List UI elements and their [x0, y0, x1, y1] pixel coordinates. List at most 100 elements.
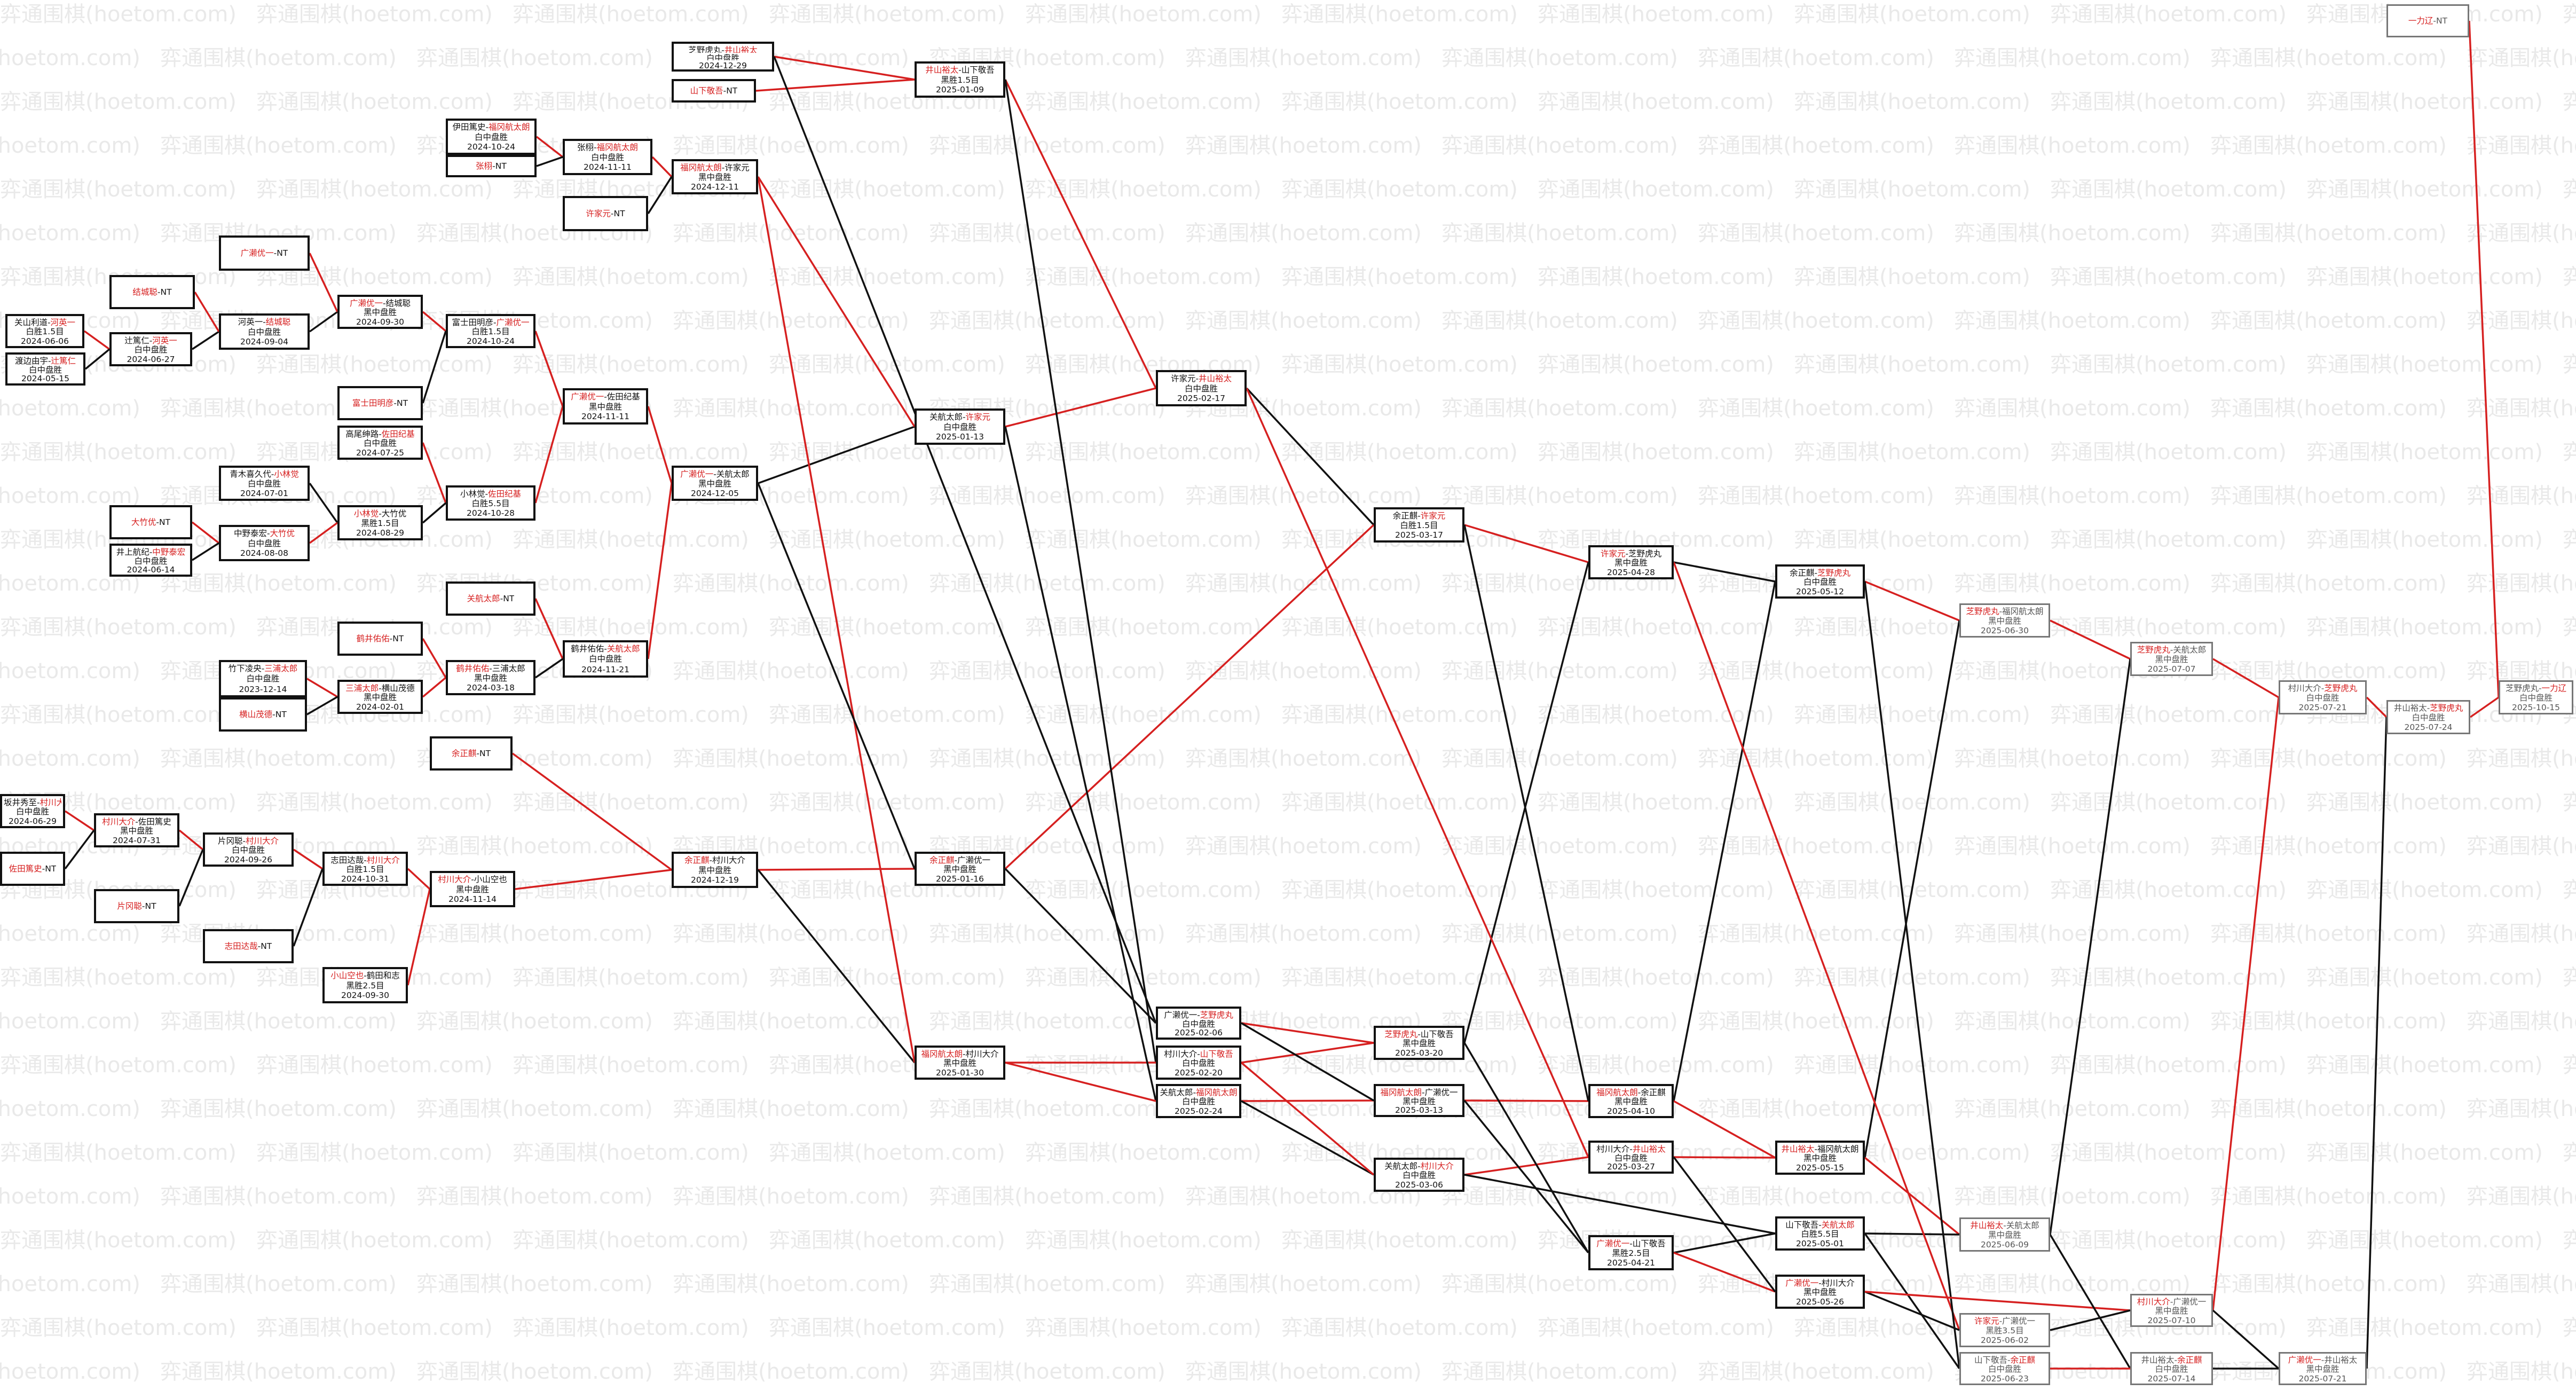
watermark-text: 弈通围棋(hoetom.com): [2050, 1141, 2287, 1165]
watermark-text: 弈通围棋(hoetom.com): [2050, 265, 2287, 289]
watermark-text: 弈通围棋(hoetom.com): [1794, 177, 2030, 202]
winner-path: [2468, 20, 2500, 698]
result-text: 白中盘胜: [1402, 1170, 1436, 1180]
players-line: 村川大介-小山空也: [438, 874, 507, 884]
watermark-text: 弈通围棋(hoetom.com): [1538, 1053, 1774, 1078]
result-text: 白中盘胜: [2155, 1364, 2188, 1373]
players-line: 小林觉-大竹优: [354, 508, 407, 518]
players-line: 井山裕太-芝野虎丸: [2394, 703, 2463, 712]
loser-path: [1004, 868, 1157, 1024]
player-name: 关航太郎-: [1384, 1161, 1421, 1170]
watermark-text: 弈通围棋(hoetom.com): [160, 1272, 397, 1296]
watermark-text: 弈通围棋(hoetom.com): [2306, 790, 2543, 815]
winner-name: 结城聪: [265, 317, 291, 327]
winner-path: [2366, 696, 2388, 718]
winner-name: 广濑优一: [240, 248, 274, 258]
watermark-text: 弈通围棋(hoetom.com): [2467, 484, 2576, 508]
watermark-text: 弈通围棋(hoetom.com): [1954, 309, 2191, 333]
player-name: 芝野虎丸: [688, 45, 722, 53]
winner-name: 鹤井佑佑: [456, 664, 490, 673]
result-text: 白中盘胜: [1988, 1364, 2021, 1373]
game-node: 井山裕太-余正麒 白中盘胜 2025-07-14: [2130, 1352, 2213, 1385]
watermark-text: 弈通围棋(hoetom.com): [2050, 2, 2287, 27]
winner-path: [422, 442, 447, 504]
result-text: 黑中盘胜: [2155, 1306, 2188, 1315]
winner-name: 余正麒: [451, 749, 477, 758]
players-line: 广濑优一-村川大介: [1785, 1278, 1855, 1287]
player-name: -余正麒: [1637, 1088, 1666, 1097]
watermark-text: 弈通围棋(hoetom.com): [2050, 352, 2287, 377]
game-node: 小林觉-佐田纪基 白胜5.5目 2024-10-28: [446, 485, 535, 521]
result-text: 黑中盘胜: [1988, 616, 2021, 625]
players-line: 片冈聪-村川大介: [218, 836, 279, 845]
winner-path: [422, 638, 447, 678]
watermark-text: 弈通围棋(hoetom.com): [2210, 1272, 2447, 1296]
watermark-text: 弈通围棋(hoetom.com): [0, 1184, 140, 1209]
watermark-text: 弈通围棋(hoetom.com): [1025, 265, 1262, 289]
watermark-text: 弈通围棋(hoetom.com): [1954, 922, 2191, 946]
watermark-text: 弈通围棋(hoetom.com): [769, 1316, 1005, 1340]
game-node: 张栩-NT: [446, 155, 537, 177]
winner-path: [1464, 524, 1589, 563]
winner-name: 村川大介: [40, 798, 61, 807]
players-line: 余正麒-许家元: [1393, 510, 1446, 520]
watermark-text: 弈通围棋(hoetom.com): [2210, 133, 2447, 158]
watermark-text: 弈通围棋(hoetom.com): [2306, 352, 2543, 377]
result-text: 黑中盘胜: [2155, 655, 2188, 664]
result-text: 黑中盘胜: [120, 826, 153, 835]
player-name: 伊田篤史-: [452, 122, 489, 132]
watermark-text: 弈通围棋(hoetom.com): [1185, 922, 1422, 946]
watermark-text: 弈通围棋(hoetom.com): [1698, 1097, 1934, 1121]
winner-name: 小山空也: [330, 971, 364, 980]
watermark-text: 弈通围棋(hoetom.com): [416, 1272, 653, 1296]
watermark-text: 弈通围棋(hoetom.com): [2563, 615, 2576, 640]
game-date: 2025-03-27: [1606, 1162, 1656, 1171]
game-node: 井山裕太-芝野虎丸 白中盘胜 2025-07-24: [2386, 700, 2470, 734]
winner-name: 井山裕太: [724, 45, 758, 53]
result-text: 黑中盘胜: [1803, 1287, 1837, 1296]
game-node: 广濑优一-芝野虎丸 白中盘胜 2025-02-06: [1156, 1007, 1241, 1040]
player-name: 关航太郎-: [1160, 1088, 1196, 1097]
watermark-text: 弈通围棋(hoetom.com): [1025, 703, 1262, 727]
watermark-text: 弈通围棋(hoetom.com): [0, 484, 140, 508]
watermark-text: 弈通围棋(hoetom.com): [1698, 396, 1934, 421]
watermark-text: 弈通围棋(hoetom.com): [1281, 2, 1518, 27]
players-line: 村川大介-井山裕太: [1596, 1144, 1666, 1153]
watermark-text: 弈通围棋(hoetom.com): [673, 1359, 909, 1384]
game-node: 福冈航太朗-余正麒 黑中盘胜 2025-04-10: [1588, 1084, 1674, 1118]
winner-path: [2050, 619, 2131, 660]
loser-path: [1864, 1232, 1960, 1370]
winner-path: [1246, 388, 1589, 1158]
game-date: 2024-11-21: [581, 664, 630, 674]
loser-path: [536, 156, 563, 167]
player-name: -: [721, 45, 724, 53]
players-line: 富士田明彦-广濑优一: [452, 317, 529, 326]
winner-name: 井山裕太: [1632, 1144, 1666, 1153]
watermark-text: 弈通围棋(hoetom.com): [1954, 834, 2191, 859]
result-text: 白中盘胜: [2306, 693, 2339, 702]
watermark-text: 弈通围棋(hoetom.com): [256, 790, 493, 815]
players-line: 山下敬吾-关航太郎: [1785, 1220, 1855, 1229]
game-node: 井山裕太-山下敬吾 黑胜1.5目 2025-01-09: [915, 61, 1005, 98]
winner-name: 张栩: [476, 161, 493, 171]
watermark-text: 弈通围棋(hoetom.com): [1281, 352, 1518, 377]
winner-path: [755, 78, 915, 92]
loser-path: [178, 849, 204, 907]
result-text: 黑中盘胜: [1803, 1153, 1837, 1162]
loser-path: [306, 696, 338, 716]
players-line: 广濑优一-山下敬吾: [1596, 1238, 1666, 1248]
player-name: -井山裕太: [2321, 1355, 2358, 1364]
player-name: 鹤井佑佑-: [571, 644, 607, 654]
winner-path: [1004, 79, 1157, 389]
winner-name: 山下敬吾: [1200, 1049, 1233, 1058]
winner-name: 余正麒: [2177, 1355, 2202, 1364]
watermark-text: 弈通围棋(hoetom.com): [1794, 440, 2030, 465]
loser-path: [309, 482, 338, 524]
watermark-text: 弈通围棋(hoetom.com): [1698, 484, 1934, 508]
watermark-text: 弈通围棋(hoetom.com): [416, 834, 653, 859]
players-line: 余正麒-广濑优一: [929, 855, 990, 864]
players-line: 一力辽-NT: [2408, 15, 2447, 26]
game-date: 2024-12-19: [690, 875, 739, 885]
watermark-text: 弈通围棋(hoetom.com): [929, 571, 1165, 596]
game-node: 竹下凌央-三浦太郎 白中盘胜 2023-12-14: [219, 660, 307, 697]
